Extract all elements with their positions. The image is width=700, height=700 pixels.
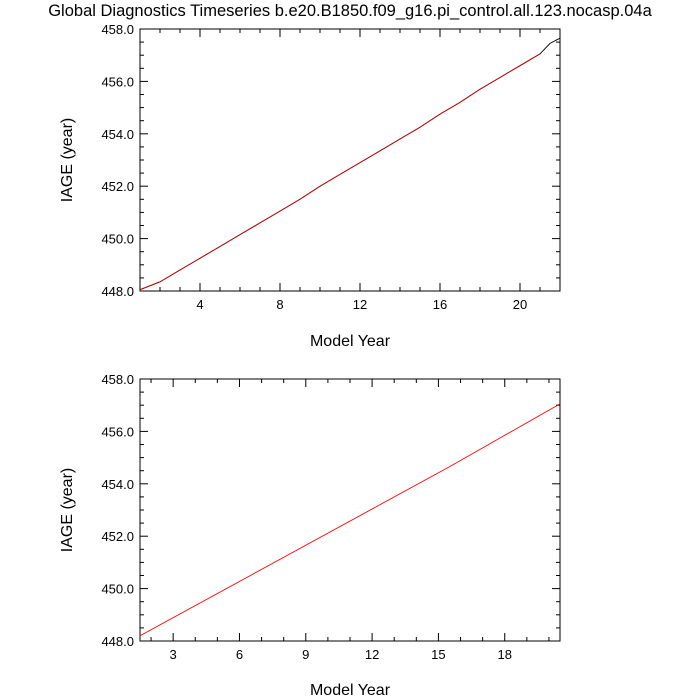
y-tick-label: 452.0 xyxy=(101,179,134,194)
x-tick-label: 16 xyxy=(433,297,447,312)
series-line-1 xyxy=(139,37,561,291)
x-tick-label: 3 xyxy=(170,647,177,662)
y-axis-title: IAGE (year) xyxy=(59,468,76,552)
x-tick-label: 9 xyxy=(302,647,309,662)
chart-panel-2: 3 6 9 12 15 18 448.0 450.0 452.0 454.0 456.0 458.0 M… xyxy=(59,372,561,699)
x-axis-title: Model Year xyxy=(310,682,391,699)
x-tick-label: 18 xyxy=(498,647,512,662)
y-tick-label: 448.0 xyxy=(101,284,134,299)
y-tick-label: 458.0 xyxy=(101,372,134,387)
x-tick-label: 15 xyxy=(431,647,445,662)
plot-frame xyxy=(139,28,561,292)
y-tick-label: 454.0 xyxy=(101,127,134,142)
y-tick-label: 450.0 xyxy=(101,232,134,247)
page-title: Global Diagnostics Timeseries b.e20.B185… xyxy=(48,2,652,20)
y-tick-label: 454.0 xyxy=(101,477,134,492)
series-line-1 xyxy=(139,403,561,637)
y-tick-label: 450.0 xyxy=(101,582,134,597)
y-tick-label: 448.0 xyxy=(101,634,134,649)
x-tick-label: 8 xyxy=(276,297,283,312)
y-axis-title: IAGE (year) xyxy=(59,118,76,202)
y-tick-label: 456.0 xyxy=(101,74,134,89)
y-tick-label: 452.0 xyxy=(101,529,134,544)
y-tick-label: 456.0 xyxy=(101,424,134,439)
x-tick-label: 12 xyxy=(353,297,367,312)
series-line-2 xyxy=(139,53,541,291)
x-tick-label: 12 xyxy=(365,647,379,662)
x-tick-label: 20 xyxy=(513,297,527,312)
x-axis-title: Model Year xyxy=(310,333,391,350)
x-tick-label: 6 xyxy=(236,647,243,662)
y-tick-label: 458.0 xyxy=(101,22,134,37)
x-tick-label: 4 xyxy=(196,297,203,312)
chart-panel-1: 4 8 12 16 20 448.0 450.0 452.0 454.0 456.0 458.0 Mo… xyxy=(59,22,561,350)
